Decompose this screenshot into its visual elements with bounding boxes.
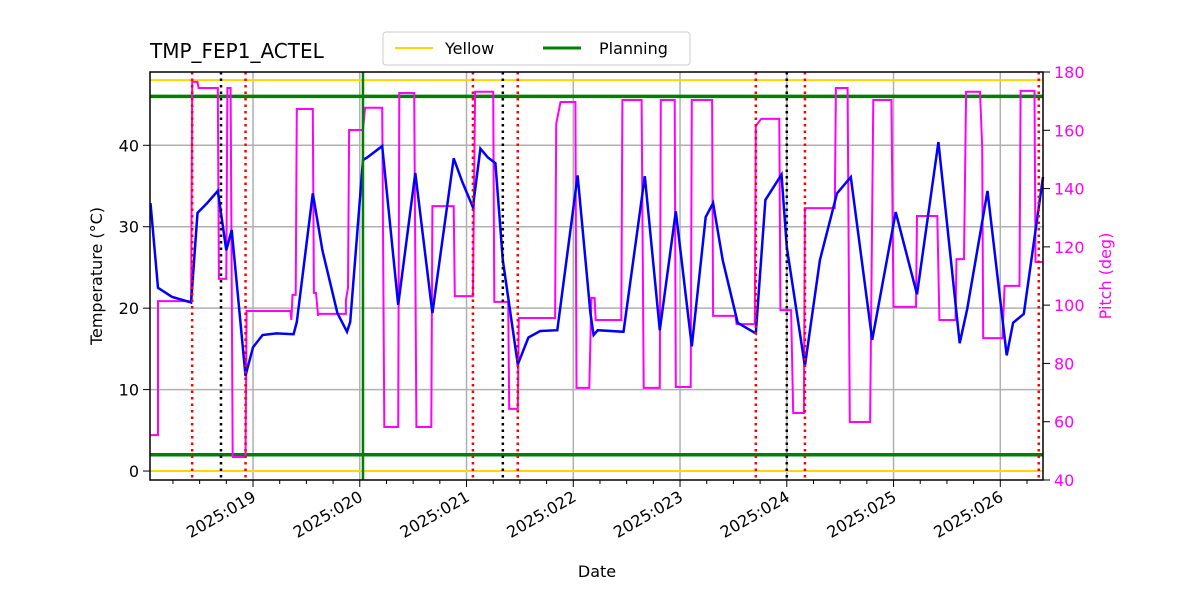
y-axis-label: Temperature (°C)	[87, 207, 106, 346]
plot-frame	[149, 71, 1044, 481]
series	[149, 80, 1045, 458]
x-tick-label: 2025:021	[397, 487, 473, 542]
grid	[150, 72, 1043, 480]
x-tick-label: 2025:022	[503, 487, 579, 542]
limit-lines	[150, 79, 1043, 473]
chart-title: TMP_FEP1_ACTEL	[149, 39, 325, 63]
legend-box	[382, 31, 691, 66]
y-tick-label: 10	[119, 381, 139, 400]
legend-label-planning: Planning	[599, 39, 668, 58]
y2-tick-label: 180	[1054, 63, 1085, 82]
y-axis-left: 0 10 20 30 40	[119, 136, 150, 481]
y2-tick-label: 80	[1054, 354, 1074, 373]
x-tick-label: 2025:019	[183, 487, 259, 542]
temperature-line	[149, 141, 1045, 377]
x-tick-label: 2025:020	[290, 487, 366, 542]
y-tick-label: 0	[129, 462, 139, 481]
x-tick-label: 2025:023	[610, 487, 686, 542]
y2-tick-label: 40	[1054, 471, 1074, 490]
y-tick-label: 20	[119, 299, 139, 318]
x-tick-label: 2025:024	[717, 487, 793, 542]
x-axis: 2025:019 2025:020 2025:021 2025:022 2025:023…	[172, 480, 1028, 542]
y-tick-label: 30	[119, 218, 139, 237]
legend: Yellow Planning	[382, 31, 691, 66]
y2-tick-label: 160	[1054, 121, 1085, 140]
y2-axis-label: Pitch (deg)	[1096, 233, 1115, 320]
y2-tick-label: 100	[1054, 296, 1085, 315]
y-axis-right: 40 60 80 100 120 140 160 180	[1043, 63, 1085, 490]
legend-label-yellow: Yellow	[444, 39, 494, 58]
y2-tick-label: 140	[1054, 180, 1085, 199]
x-axis-label: Date	[578, 562, 616, 581]
x-tick-label: 2025:025	[824, 487, 900, 542]
x-tick-label: 2025:026	[930, 487, 1006, 542]
y2-tick-label: 60	[1054, 413, 1074, 432]
event-lines	[190, 72, 1040, 480]
y-tick-label: 40	[119, 136, 139, 155]
y2-tick-label: 120	[1054, 238, 1085, 257]
pitch-line	[150, 80, 1043, 458]
